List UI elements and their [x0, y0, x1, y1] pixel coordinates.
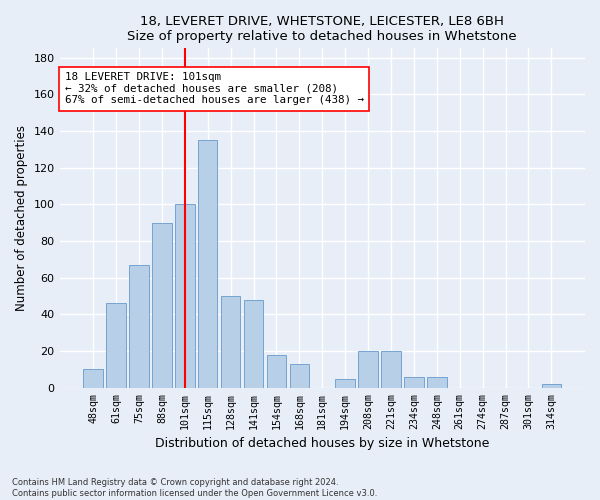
Bar [267, 355, 286, 388]
Bar [129, 265, 149, 388]
Bar [152, 222, 172, 388]
Bar [106, 304, 126, 388]
Bar [358, 351, 378, 388]
Title: 18, LEVERET DRIVE, WHETSTONE, LEICESTER, LE8 6BH
Size of property relative to de: 18, LEVERET DRIVE, WHETSTONE, LEICESTER,… [127, 15, 517, 43]
Bar [404, 377, 424, 388]
Bar [198, 140, 217, 388]
Bar [381, 351, 401, 388]
Bar [542, 384, 561, 388]
Bar [244, 300, 263, 388]
Bar [83, 370, 103, 388]
Bar [221, 296, 241, 388]
Bar [427, 377, 446, 388]
Bar [290, 364, 309, 388]
Bar [175, 204, 194, 388]
X-axis label: Distribution of detached houses by size in Whetstone: Distribution of detached houses by size … [155, 437, 490, 450]
Text: 18 LEVERET DRIVE: 101sqm
← 32% of detached houses are smaller (208)
67% of semi-: 18 LEVERET DRIVE: 101sqm ← 32% of detach… [65, 72, 364, 106]
Text: Contains HM Land Registry data © Crown copyright and database right 2024.
Contai: Contains HM Land Registry data © Crown c… [12, 478, 377, 498]
Bar [335, 378, 355, 388]
Y-axis label: Number of detached properties: Number of detached properties [15, 125, 28, 311]
